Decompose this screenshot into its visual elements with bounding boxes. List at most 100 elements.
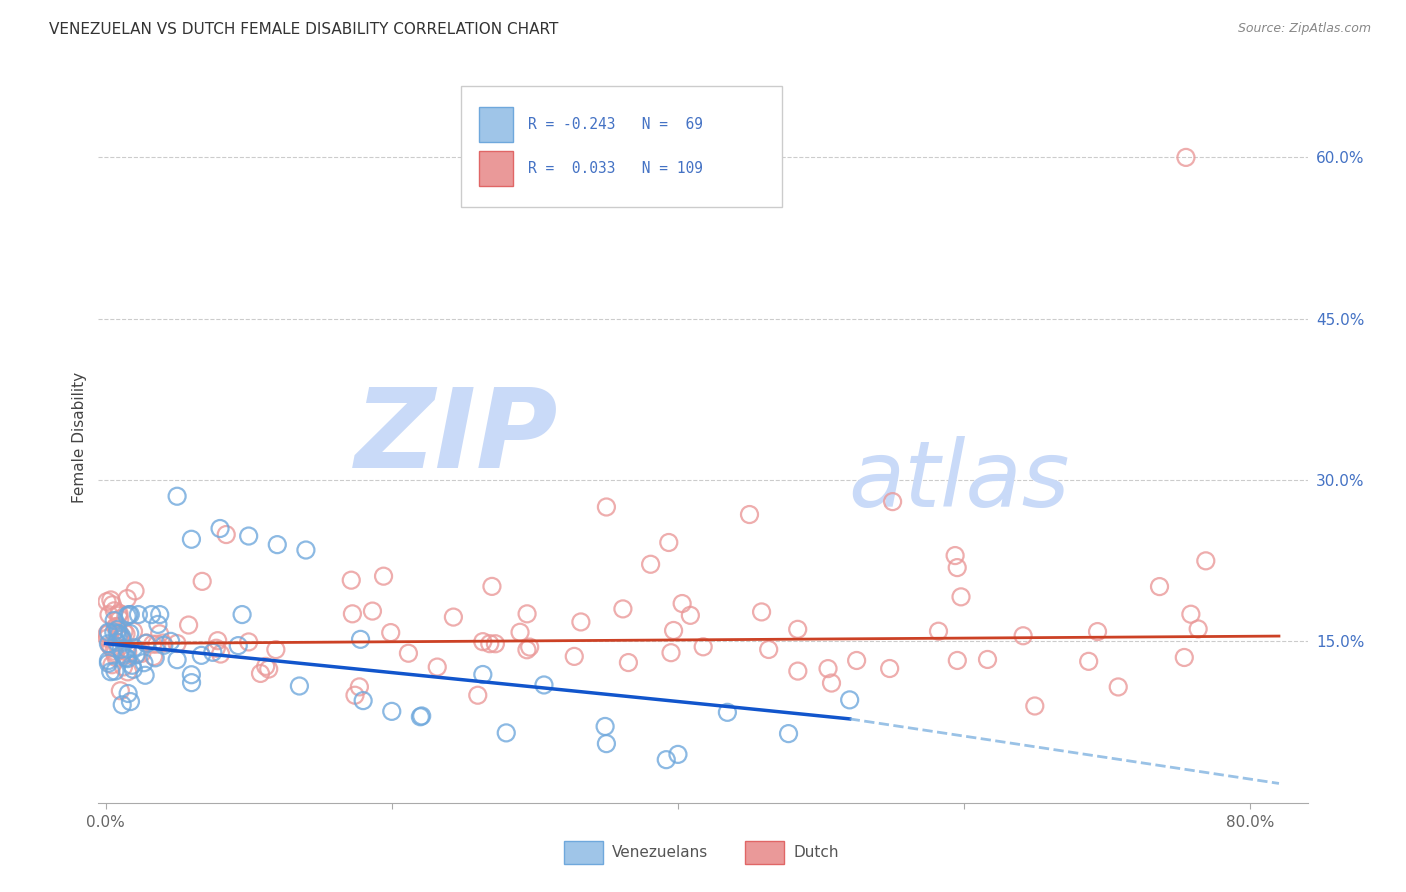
Point — [927, 624, 949, 639]
Point — [1173, 650, 1195, 665]
Point — [120, 607, 142, 622]
Point — [103, 625, 125, 640]
Point — [101, 657, 124, 672]
Point — [104, 620, 127, 634]
Point — [107, 623, 129, 637]
Point — [166, 636, 188, 650]
Text: VENEZUELAN VS DUTCH FEMALE DISABILITY CORRELATION CHART: VENEZUELAN VS DUTCH FEMALE DISABILITY CO… — [49, 22, 558, 37]
Bar — [564, 841, 603, 864]
Point — [666, 747, 689, 762]
Point — [381, 705, 404, 719]
Point — [1174, 150, 1197, 164]
Bar — [745, 841, 785, 864]
Point — [946, 653, 969, 667]
Point — [141, 607, 163, 622]
Point — [820, 676, 842, 690]
Point — [231, 607, 253, 622]
Point — [467, 688, 489, 702]
Point — [117, 651, 139, 665]
Point — [103, 614, 125, 628]
Point — [593, 719, 616, 733]
Point — [441, 610, 464, 624]
Point — [349, 680, 371, 694]
Point — [396, 646, 419, 660]
Y-axis label: Female Disability: Female Disability — [72, 371, 87, 503]
Point — [679, 608, 702, 623]
Point — [108, 627, 131, 641]
Point — [112, 660, 135, 674]
Text: atlas: atlas — [848, 436, 1070, 526]
Point — [115, 642, 138, 657]
Point — [105, 619, 128, 633]
Point — [132, 656, 155, 670]
Point — [177, 618, 200, 632]
Point — [471, 667, 494, 681]
Point — [411, 709, 433, 723]
Point — [105, 626, 128, 640]
Point — [142, 637, 165, 651]
Point — [201, 645, 224, 659]
Point — [115, 609, 138, 624]
FancyBboxPatch shape — [461, 86, 782, 207]
Point — [879, 661, 901, 675]
Point — [117, 665, 139, 679]
Point — [1012, 629, 1035, 643]
Point — [778, 726, 800, 740]
Point — [142, 649, 165, 664]
Point — [950, 590, 973, 604]
Point — [107, 640, 129, 655]
Point — [97, 625, 120, 640]
Point — [101, 598, 124, 612]
Point — [976, 652, 998, 666]
Point — [122, 662, 145, 676]
Point — [191, 574, 214, 589]
Point — [845, 653, 868, 667]
Point — [110, 632, 132, 646]
Point — [254, 659, 277, 673]
Point — [1107, 680, 1129, 694]
Point — [135, 636, 157, 650]
Point — [97, 626, 120, 640]
Point — [481, 579, 503, 593]
Point — [118, 607, 141, 622]
Point — [115, 627, 138, 641]
Point — [352, 693, 374, 707]
Point — [166, 653, 188, 667]
Text: R =  0.033   N = 109: R = 0.033 N = 109 — [527, 161, 703, 176]
Bar — [479, 107, 513, 143]
Point — [180, 533, 202, 547]
Point — [96, 632, 118, 646]
Point — [122, 624, 145, 639]
Point — [127, 607, 149, 622]
Point — [343, 688, 366, 702]
Point — [1024, 698, 1046, 713]
Point — [159, 634, 181, 648]
Point — [135, 636, 157, 650]
Point — [125, 648, 148, 662]
Point — [124, 583, 146, 598]
Bar — [479, 151, 513, 186]
Point — [120, 695, 142, 709]
Point — [226, 639, 249, 653]
Point — [104, 650, 127, 665]
Point — [111, 630, 134, 644]
Point — [111, 647, 134, 661]
Point — [117, 686, 139, 700]
Point — [786, 664, 808, 678]
Point — [471, 634, 494, 648]
Point — [104, 664, 127, 678]
Point — [658, 535, 681, 549]
Point — [295, 543, 318, 558]
Point — [1087, 624, 1109, 639]
Point — [662, 624, 685, 638]
Point — [533, 678, 555, 692]
Point — [209, 521, 232, 535]
Text: Venezuelans: Venezuelans — [613, 845, 709, 860]
Point — [495, 726, 517, 740]
Text: R = -0.243   N =  69: R = -0.243 N = 69 — [527, 117, 703, 132]
Point — [519, 640, 541, 654]
Point — [112, 624, 135, 639]
Text: Dutch: Dutch — [793, 845, 839, 860]
Point — [361, 604, 384, 618]
Point — [143, 650, 166, 665]
